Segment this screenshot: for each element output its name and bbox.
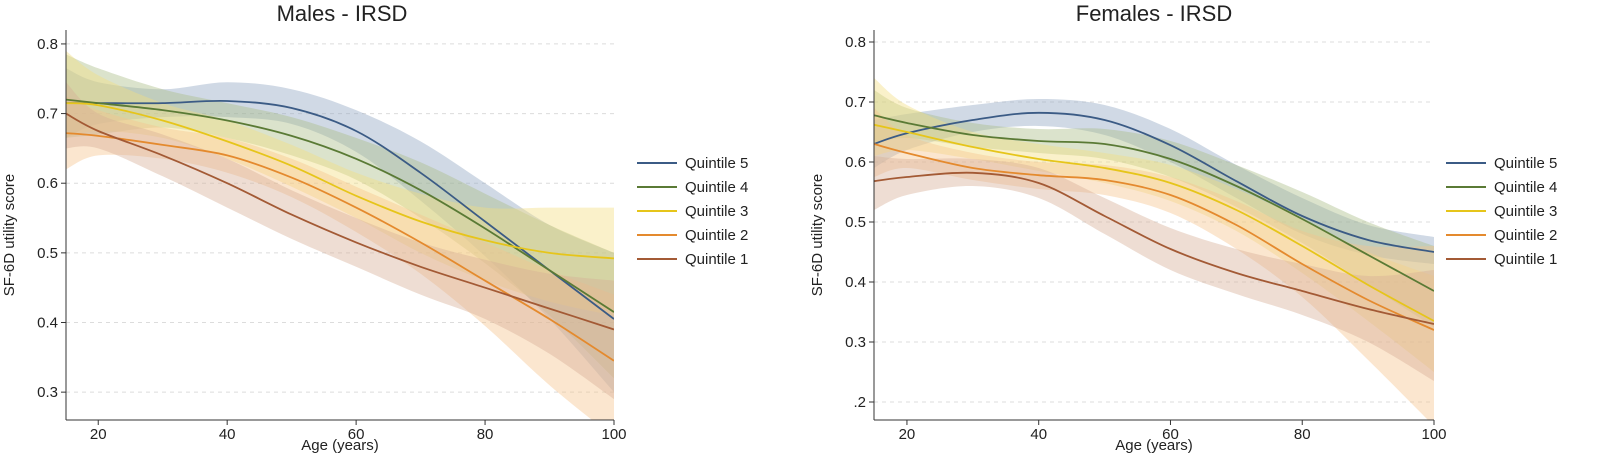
- legend: Quintile 5 Quintile 4 Quintile 3 Quintile 2…: [637, 155, 748, 268]
- x-tick-label: 100: [601, 426, 626, 443]
- chart-title: Males - IRSD: [277, 1, 408, 26]
- x-tick-label: 100: [1421, 426, 1446, 443]
- legend-label: Quintile 2: [1494, 227, 1557, 244]
- plot-area: [874, 78, 1434, 420]
- chart-title: Females - IRSD: [1076, 1, 1232, 26]
- females-panel: 20 40 60 80 100 .2 0.3 0.4 0.5 0.6 0.7 0.8 Females -…: [809, 1, 1557, 454]
- x-tick-label: 60: [348, 426, 365, 443]
- x-axis-label: Age (years): [1115, 437, 1193, 454]
- y-tick-label: .2: [853, 394, 866, 411]
- series-line-quintile-2: [66, 132, 614, 362]
- legend-label: Quintile 4: [685, 179, 748, 196]
- y-axis-label: SF-6D utility score: [1, 174, 18, 297]
- x-axis-label: Age (years): [301, 437, 379, 454]
- x-tick-label: 80: [1294, 426, 1311, 443]
- legend-label: Quintile 1: [1494, 251, 1557, 268]
- y-tick-label: 0.8: [37, 36, 58, 53]
- x-tick-label: 20: [90, 426, 107, 443]
- plot-area: [66, 50, 614, 420]
- series-line-quintile-3: [66, 102, 614, 260]
- y-tick-label: 0.6: [845, 154, 866, 171]
- y-tick-label: 0.7: [845, 94, 866, 111]
- legend-label: Quintile 1: [685, 251, 748, 268]
- x-tick-label: 80: [477, 426, 494, 443]
- y-tick-label: 0.5: [37, 245, 58, 262]
- legend-label: Quintile 5: [1494, 155, 1557, 172]
- ci-band-quintile-4: [66, 54, 614, 379]
- series-line-quintile-4: [66, 98, 614, 313]
- ci-band-quintile-4: [874, 90, 1434, 327]
- legend-label: Quintile 4: [1494, 179, 1557, 196]
- series-line-quintile-3: [874, 123, 1434, 322]
- series-line-quintile-2: [874, 143, 1434, 331]
- series-line-quintile-4: [874, 114, 1434, 292]
- legend-label: Quintile 2: [685, 227, 748, 244]
- y-tick-label: 0.6: [37, 175, 58, 192]
- y-tick-label: 0.4: [37, 315, 58, 332]
- series-line-quintile-5: [874, 111, 1434, 253]
- ci-band-quintile-3: [66, 50, 614, 316]
- males-panel: 20 40 60 80 100 0.3 0.4 0.5 0.6 0.7 0.8 Males - IRS…: [1, 1, 748, 454]
- y-tick-label: 0.3: [37, 384, 58, 401]
- ci-band-quintile-1: [874, 156, 1434, 381]
- legend: Quintile 5 Quintile 4 Quintile 3 Quintile 2…: [1446, 155, 1557, 268]
- ci-band-quintile-2: [874, 108, 1434, 420]
- y-tick-label: 0.5: [845, 214, 866, 231]
- series-line-quintile-1: [874, 171, 1434, 325]
- ci-band-quintile-5: [874, 99, 1434, 264]
- x-tick-label: 40: [219, 426, 236, 443]
- ci-band-quintile-3: [874, 78, 1434, 372]
- x-tick-label: 60: [1162, 426, 1179, 443]
- x-tick-label: 20: [899, 426, 916, 443]
- ci-band-quintile-2: [66, 96, 614, 420]
- x-tick-label: 40: [1030, 426, 1047, 443]
- y-tick-label: 0.3: [845, 334, 866, 351]
- ci-band-quintile-5: [66, 68, 614, 393]
- y-tick-label: 0.8: [845, 34, 866, 51]
- y-tick-label: 0.7: [37, 106, 58, 123]
- legend-label: Quintile 5: [685, 155, 748, 172]
- legend-label: Quintile 3: [685, 203, 748, 220]
- y-axis-label: SF-6D utility score: [809, 174, 826, 297]
- legend-label: Quintile 3: [1494, 203, 1557, 220]
- ci-band-quintile-1: [66, 82, 614, 400]
- series-line-quintile-1: [66, 112, 614, 331]
- y-tick-label: 0.4: [845, 274, 866, 291]
